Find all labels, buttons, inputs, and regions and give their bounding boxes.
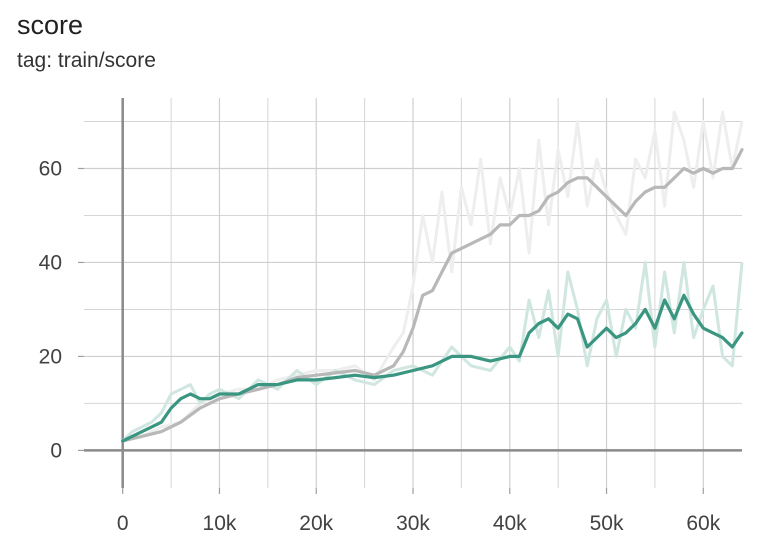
chart-title: score xyxy=(17,10,84,40)
x-tick-label: 10k xyxy=(203,512,237,535)
y-tick-label: 60 xyxy=(39,157,62,180)
x-tick-label: 0 xyxy=(117,512,129,535)
series-2-line xyxy=(121,293,744,443)
x-tick-label: 20k xyxy=(299,512,333,535)
y-tick-label: 20 xyxy=(39,345,62,368)
x-tick-label: 40k xyxy=(493,512,527,535)
y-tick-label: 40 xyxy=(39,251,62,274)
x-tick-label: 60k xyxy=(686,512,720,535)
series-1-raw-line xyxy=(122,110,744,443)
x-tick-label: 30k xyxy=(396,512,430,535)
chart-tag: tag: train/score xyxy=(17,49,156,72)
y-tick-label: 0 xyxy=(50,439,62,462)
x-tick-label: 50k xyxy=(590,512,624,535)
